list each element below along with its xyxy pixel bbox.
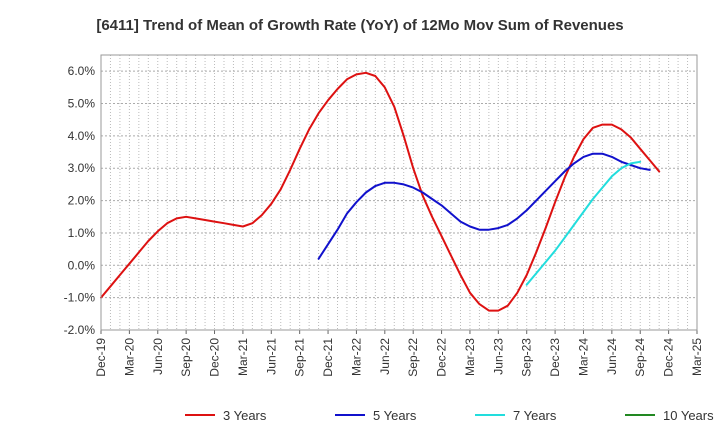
- x-axis: Dec-19 Mar-20 Jun-20 Sep-20 Dec-20 Mar-21 Jun-…: [94, 330, 704, 377]
- y-tick-label: 5.0%: [68, 97, 96, 111]
- legend: 3 Years 5 Years 7 Years 10 Years: [185, 408, 714, 423]
- x-tick-label: Dec-24: [662, 338, 676, 377]
- legend-label-3-years: 3 Years: [223, 408, 267, 423]
- x-tick-label: Sep-21: [293, 338, 307, 377]
- x-tick-label: Sep-23: [520, 338, 534, 377]
- chart-title: [6411] Trend of Mean of Growth Rate (YoY…: [96, 17, 623, 34]
- y-tick-label: -2.0%: [64, 323, 96, 337]
- x-tick-label: Mar-22: [349, 338, 363, 376]
- y-tick-label: -1.0%: [64, 291, 96, 305]
- x-tick-label: Jun-22: [378, 338, 392, 375]
- x-tick-label: Jun-23: [491, 338, 505, 375]
- legend-label-10-years: 10 Years: [663, 408, 714, 423]
- x-tick-label: Jun-21: [264, 338, 278, 375]
- y-tick-label: 2.0%: [68, 194, 96, 208]
- legend-label-7-years: 7 Years: [513, 408, 557, 423]
- x-tick-label: Sep-24: [633, 338, 647, 377]
- y-tick-label: 4.0%: [68, 129, 96, 143]
- series-layer: [100, 71, 661, 312]
- x-tick-label: Sep-22: [406, 338, 420, 377]
- x-tick-label: Mar-20: [122, 338, 136, 376]
- x-tick-label: Dec-23: [548, 338, 562, 377]
- x-tick-label: Dec-21: [321, 338, 335, 377]
- x-tick-label: Dec-20: [208, 338, 222, 377]
- x-tick-label: Dec-22: [435, 338, 449, 377]
- y-tick-label: 1.0%: [68, 226, 96, 240]
- legend-label-5-years: 5 Years: [373, 408, 417, 423]
- grid-layer: [100, 55, 698, 331]
- y-tick-label: 6.0%: [68, 64, 96, 78]
- series-line-5-years: [317, 152, 651, 260]
- y-tick-label: 0.0%: [68, 258, 96, 272]
- x-tick-label: Mar-21: [236, 338, 250, 376]
- series-line-3-years: [100, 71, 661, 312]
- x-tick-label: Sep-20: [179, 338, 193, 377]
- y-tick-label: 3.0%: [68, 161, 96, 175]
- x-tick-label: Dec-19: [94, 338, 108, 377]
- x-tick-label: Mar-23: [463, 338, 477, 376]
- series-line-7-years: [525, 160, 642, 286]
- x-tick-label: Jun-24: [605, 338, 619, 375]
- x-tick-label: Mar-25: [690, 338, 704, 376]
- plot-frame: [100, 54, 698, 331]
- x-tick-label: Mar-24: [576, 338, 590, 376]
- y-axis: -2.0% -1.0% 0.0% 1.0% 2.0% 3.0% 4.0% 5.0% 6.0%: [64, 64, 96, 337]
- x-tick-label: Jun-20: [151, 338, 165, 375]
